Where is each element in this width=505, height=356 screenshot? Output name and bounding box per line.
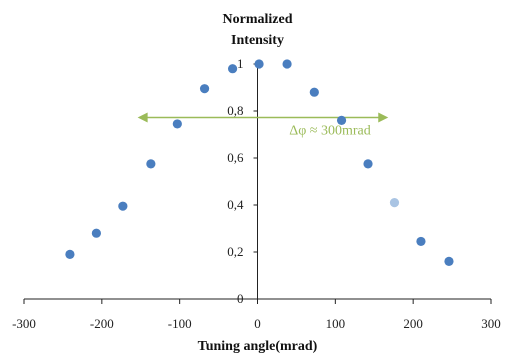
data-point (254, 59, 264, 69)
y-tick-label: 0,2 (227, 244, 243, 259)
arrow-head-left (137, 112, 148, 123)
data-point (309, 87, 319, 97)
x-tick-label: -300 (12, 316, 36, 331)
x-tick-label: 200 (403, 316, 423, 331)
data-point (65, 249, 75, 259)
data-point (363, 159, 373, 169)
x-axis-title: Tuning angle(mrad) (198, 339, 318, 354)
data-point (282, 59, 292, 69)
x-tick-label: -100 (168, 316, 192, 331)
data-point (91, 228, 101, 238)
y-tick-label: 0,8 (227, 103, 243, 118)
data-point (172, 119, 182, 129)
data-point (199, 84, 210, 94)
x-tick-label: 100 (326, 316, 346, 331)
y-axis-title-line-1: Normalized (223, 12, 293, 27)
y-axis-title-line-2: Intensity (231, 33, 284, 48)
annotation-label: Δφ ≈ 300mrad (289, 124, 371, 139)
y-axis: 0 0,2 0,4 0,6 0,8 1 (227, 56, 258, 306)
y-tick-label: 0,6 (227, 150, 244, 165)
data-point (118, 201, 128, 211)
data-point (336, 115, 347, 125)
data-point (227, 64, 238, 74)
arrow-head-right (378, 112, 389, 123)
y-tick-label: 0 (237, 291, 244, 306)
y-tick-label: 0,4 (227, 197, 244, 212)
x-axis: -300 -200 -100 0 100 200 300 (12, 298, 501, 331)
data-point (389, 198, 400, 208)
y-tick-label: 1 (237, 56, 244, 71)
data-point (416, 236, 426, 247)
x-tick-label: 300 (481, 316, 501, 331)
x-tick-label: -200 (90, 316, 114, 331)
data-point (444, 256, 454, 266)
x-tick-label: 0 (254, 316, 261, 331)
data-point (146, 159, 156, 169)
data-points (65, 59, 454, 266)
